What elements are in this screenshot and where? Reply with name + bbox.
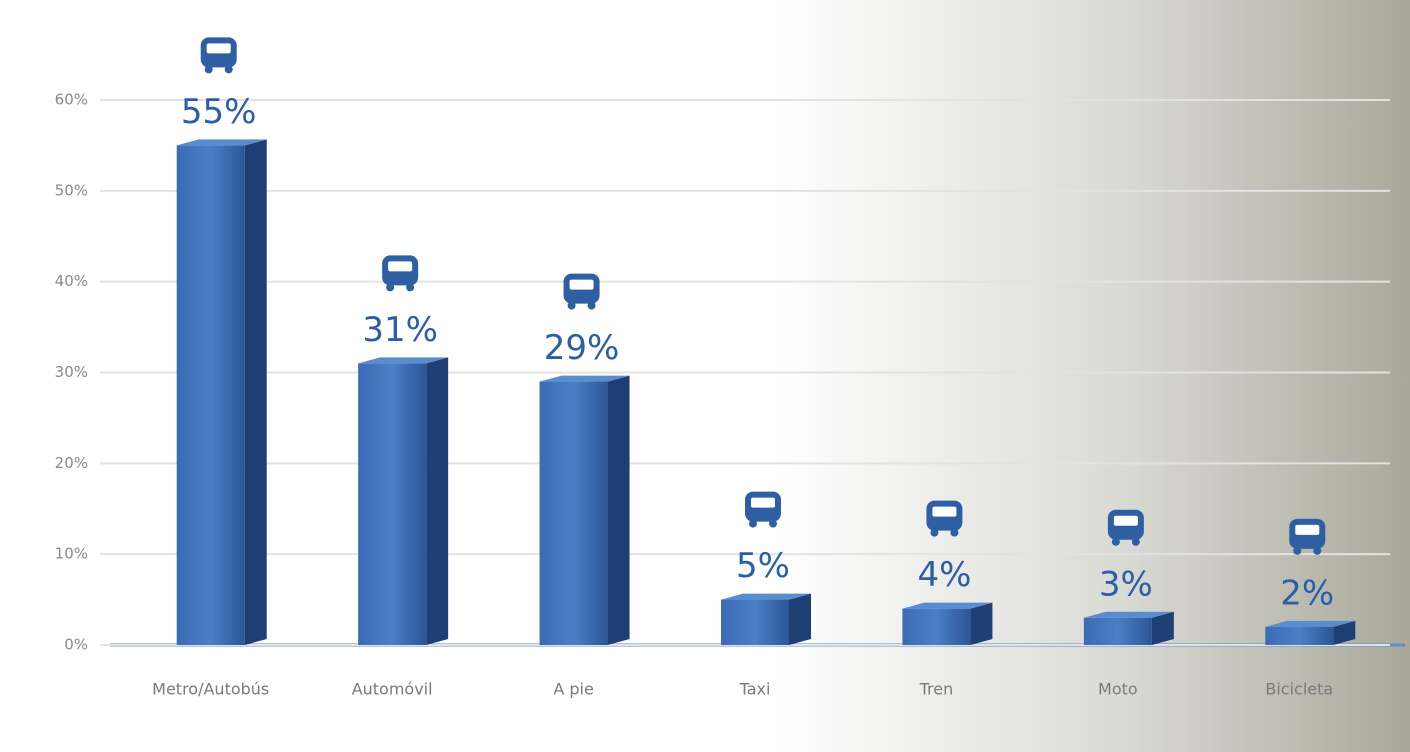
- icon-window: [932, 507, 956, 517]
- y-tick-label: 0%: [64, 636, 88, 654]
- y-tick-label: 30%: [55, 363, 88, 381]
- x-tick-label: Automóvil: [352, 680, 433, 699]
- bar: [177, 145, 245, 645]
- y-tick-label: 60%: [55, 91, 88, 109]
- icon-window: [388, 261, 412, 271]
- icon-wheel: [205, 65, 213, 73]
- icon-window: [1114, 516, 1138, 526]
- bar: [902, 609, 970, 645]
- bar-side: [789, 594, 811, 645]
- icon-wheel: [1293, 547, 1301, 555]
- icon-window: [1295, 525, 1319, 535]
- x-tick-label: A pie: [553, 680, 593, 699]
- bar: [1084, 618, 1152, 645]
- icon-wheel: [930, 529, 938, 537]
- bar-side: [245, 139, 267, 645]
- icon-wheel: [406, 283, 414, 291]
- bar: [1265, 627, 1333, 645]
- icon-wheel: [1313, 547, 1321, 555]
- icon-wheel: [749, 520, 757, 528]
- bar: [358, 363, 426, 645]
- value-label: 55%: [181, 92, 257, 132]
- x-tick-label: Moto: [1098, 680, 1138, 699]
- y-tick-label: 40%: [55, 272, 88, 290]
- y-tick-label: 20%: [55, 454, 88, 472]
- value-label: 4%: [917, 555, 971, 595]
- bar-side: [970, 603, 992, 645]
- icon-wheel: [950, 529, 958, 537]
- x-tick-label: Taxi: [739, 680, 771, 699]
- x-tick-label: Metro/Autobús: [152, 680, 269, 699]
- y-tick-label: 10%: [55, 545, 88, 563]
- value-label: 29%: [544, 328, 620, 368]
- icon-wheel: [769, 520, 777, 528]
- chart: 0% 10% 20% 30% 40% 50% 60% Metro/Autobús 55% Auto…: [0, 0, 1410, 752]
- bar: [721, 600, 789, 645]
- bar-side: [608, 376, 630, 645]
- icon-window: [207, 43, 231, 53]
- value-label: 5%: [736, 546, 790, 586]
- x-tick-label: Bicicleta: [1265, 680, 1333, 699]
- x-tick-label: Tren: [919, 680, 954, 699]
- bar-side: [426, 357, 448, 645]
- value-label: 31%: [362, 310, 438, 350]
- bar: [540, 382, 608, 645]
- icon-wheel: [386, 283, 394, 291]
- icon-window: [751, 498, 775, 508]
- icon-wheel: [588, 302, 596, 310]
- icon-wheel: [1132, 538, 1140, 546]
- value-label: 3%: [1099, 564, 1153, 604]
- value-label: 2%: [1280, 573, 1334, 613]
- icon-wheel: [1112, 538, 1120, 546]
- icon-window: [570, 280, 594, 290]
- icon-wheel: [568, 302, 576, 310]
- icon-wheel: [225, 65, 233, 73]
- y-tick-label: 50%: [55, 181, 88, 199]
